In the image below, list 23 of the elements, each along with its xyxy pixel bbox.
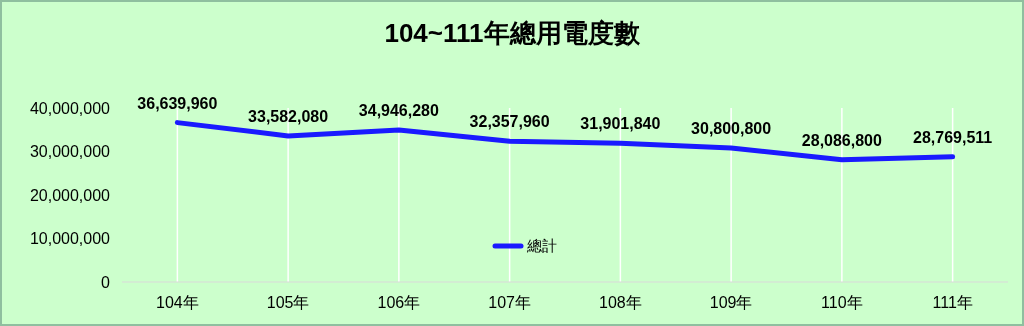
- x-tick-label: 109年: [709, 294, 753, 311]
- chart-title: 104~111年總用電度數: [384, 18, 641, 48]
- y-tick-label: 10,000,000: [29, 230, 111, 248]
- x-tick-label: 104年: [156, 294, 199, 311]
- y-tick-label: 30,000,000: [29, 143, 111, 161]
- x-tick-label: 110年: [821, 294, 863, 311]
- x-tick-label: 107年: [488, 294, 531, 311]
- x-tick-label: 106年: [377, 294, 421, 311]
- x-tick-label: 108年: [599, 294, 642, 311]
- data-label: 34,946,280: [358, 101, 440, 119]
- data-label: 31,901,840: [580, 115, 661, 133]
- y-tick-label: 40,000,000: [29, 99, 111, 117]
- data-label: 30,800,800: [691, 120, 772, 138]
- legend-label: 總計: [526, 237, 557, 255]
- y-tick-label: 0: [101, 273, 111, 291]
- x-tick-label: 111年: [932, 294, 973, 311]
- y-tick-label: 20,000,000: [29, 186, 111, 204]
- data-label: 28,769,511: [913, 128, 993, 146]
- data-label: 36,639,960: [137, 94, 218, 112]
- data-label: 28,086,800: [801, 131, 883, 149]
- x-tick-label: 105年: [266, 294, 310, 311]
- data-label: 33,582,080: [248, 107, 329, 125]
- data-label: 32,357,960: [469, 113, 550, 131]
